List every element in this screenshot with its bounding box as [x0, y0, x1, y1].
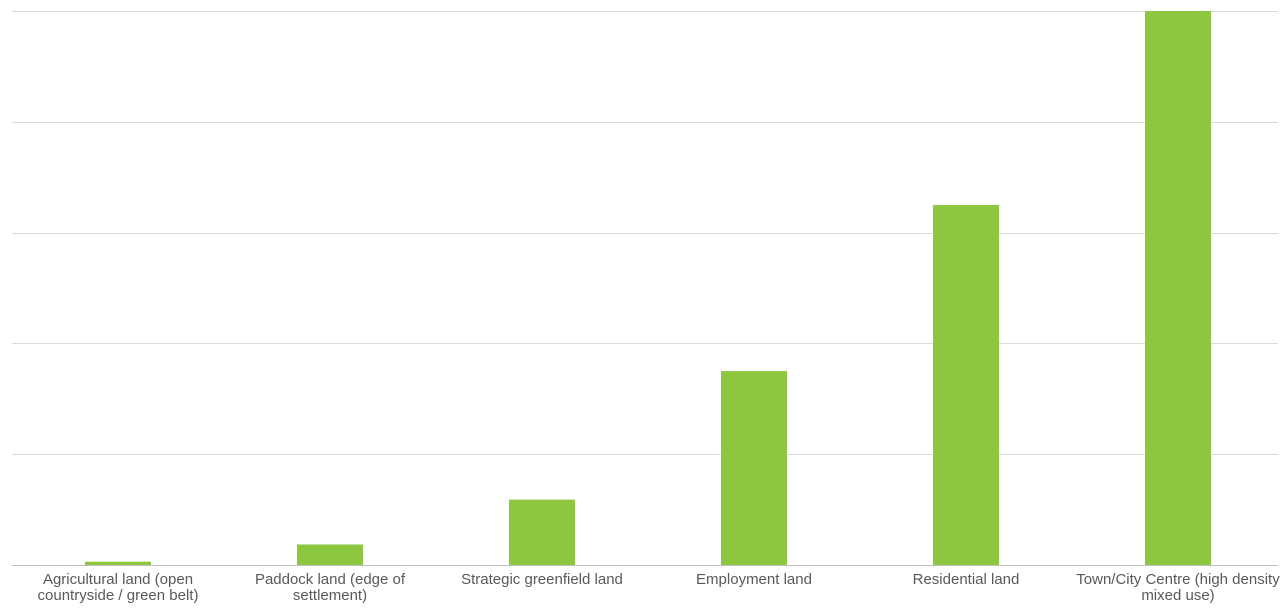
bar [933, 204, 999, 565]
category-label: Employment land [696, 571, 812, 588]
category-label: Town/City Centre (high density mixed use… [1076, 571, 1280, 604]
category-label: Paddock land (edge of settlement) [254, 571, 406, 604]
bar [721, 371, 787, 565]
bar [1145, 11, 1211, 565]
category-label: Agricultural land (open countryside / gr… [37, 571, 199, 604]
category-label: Strategic greenfield land [461, 571, 623, 588]
bar [509, 499, 575, 565]
bar [85, 561, 151, 565]
category-label: Residential land [912, 571, 1020, 588]
gridlines [12, 11, 1278, 566]
bar [297, 544, 363, 565]
bars [85, 11, 1211, 565]
